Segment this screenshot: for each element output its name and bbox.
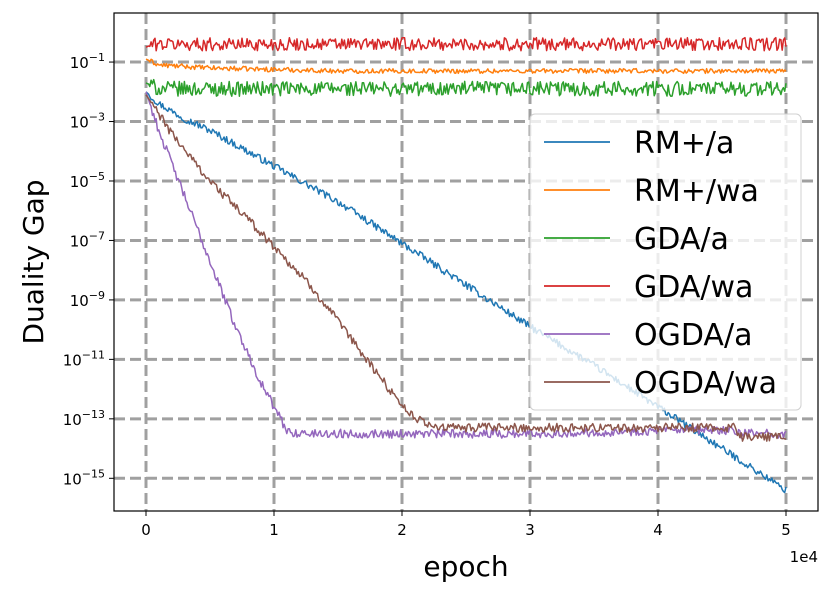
legend-label: RM+/a (634, 126, 734, 161)
y-tick-label: 10−13 (63, 408, 105, 429)
series-line-2 (145, 58, 787, 75)
y-tick-label: 10−15 (63, 467, 105, 488)
series-line-1 (145, 91, 787, 494)
y-tick-exponent: −3 (89, 111, 105, 124)
y-tick-base: 10 (63, 351, 82, 369)
y-tick-exponent: −11 (82, 348, 105, 361)
legend-label: OGDA/wa (634, 366, 777, 401)
x-axis-label: epoch (423, 550, 508, 583)
x-tick-label: 5 (781, 521, 791, 539)
legend-label: RM+/wa (634, 174, 759, 209)
y-tick-label: 10−5 (70, 170, 105, 191)
y-tick-base: 10 (70, 232, 89, 250)
series-line-4 (145, 36, 787, 52)
legend-box (529, 113, 802, 411)
y-tick-exponent: −1 (89, 51, 105, 64)
y-tick-base: 10 (70, 173, 89, 191)
y-axis-label: Duality Gap (17, 179, 50, 344)
x-axis-offset-text: 1e4 (790, 548, 818, 566)
y-tick-base: 10 (63, 470, 82, 488)
legend-label: OGDA/a (634, 318, 752, 353)
y-tick-base: 10 (63, 411, 82, 429)
y-tick-base: 10 (70, 54, 89, 72)
y-tick-label: 10−11 (63, 348, 105, 369)
x-tick-label: 1 (269, 521, 279, 539)
y-tick-exponent: −9 (89, 289, 105, 302)
y-tick-base: 10 (70, 114, 89, 132)
series-line-3 (145, 78, 787, 97)
series-lines (145, 36, 787, 494)
plot-frame (113, 12, 819, 512)
series-line-6 (145, 94, 787, 442)
x-tick-label: 2 (397, 521, 407, 539)
y-tick-label: 10−1 (70, 51, 105, 72)
x-tick-label: 3 (525, 521, 535, 539)
y-tick-exponent: −15 (82, 467, 105, 480)
y-tick-exponent: −5 (89, 170, 105, 183)
y-tick-exponent: −13 (82, 408, 105, 421)
x-tick-label: 0 (141, 521, 151, 539)
legend-label: GDA/a (634, 222, 729, 257)
y-tick-label: 10−3 (70, 111, 105, 132)
x-tick-label: 4 (653, 521, 663, 539)
y-tick-base: 10 (70, 292, 89, 310)
legend: RM+/a RM+/wa GDA/a GDA/wa OGDA/a OGDA/wa (529, 113, 802, 411)
y-tick-label: 10−7 (70, 229, 105, 250)
legend-label: GDA/wa (634, 270, 753, 305)
y-tick-exponent: −7 (89, 229, 105, 242)
y-tick-label: 10−9 (70, 289, 105, 310)
series-line-5 (145, 91, 787, 439)
x-axis-ticks: 0 1 2 3 4 5 (141, 511, 791, 539)
